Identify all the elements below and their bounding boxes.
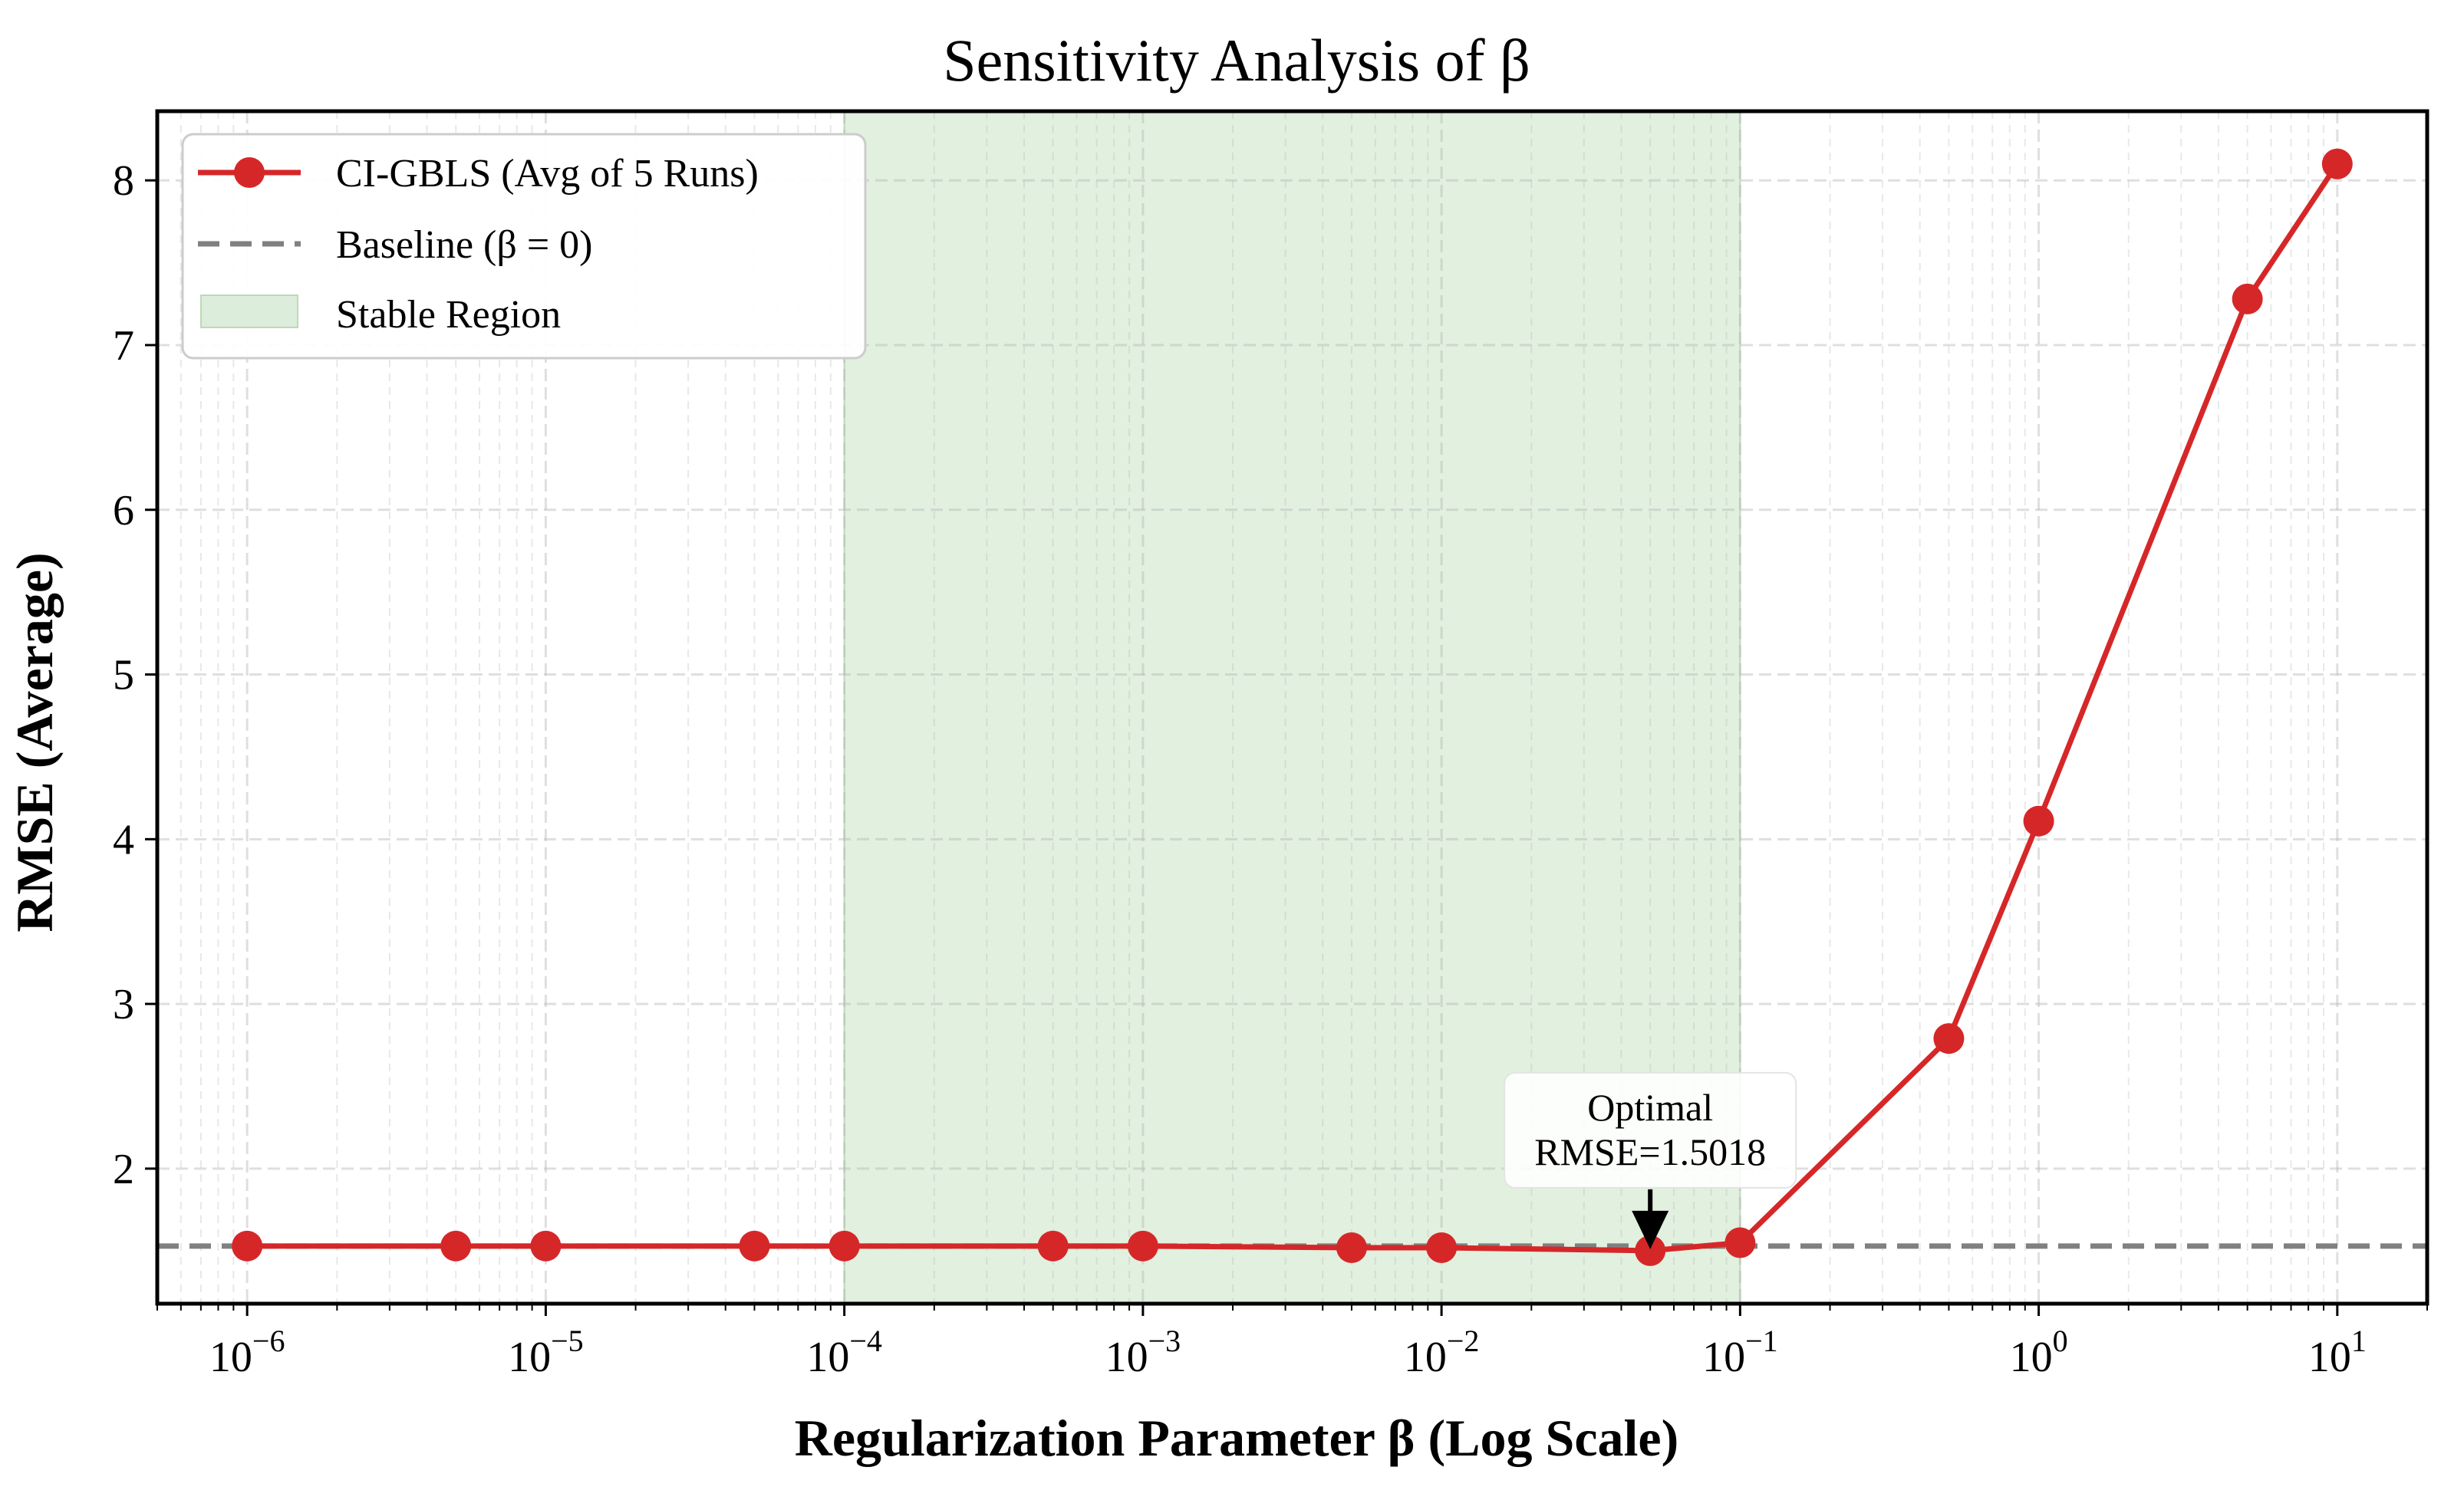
annotation-label-line2: RMSE=1.5018 (1534, 1130, 1766, 1173)
data-point (2321, 148, 2353, 179)
legend-baseline-label: Baseline (β = 0) (336, 223, 592, 267)
data-point (828, 1230, 860, 1262)
legend-series-label: CI-GBLS (Avg of 5 Runs) (336, 152, 759, 196)
legend-series-marker-icon (234, 157, 265, 188)
annotation-label-line1: Optimal (1587, 1086, 1713, 1129)
data-point (440, 1230, 472, 1262)
y-tick-label: 4 (113, 816, 134, 863)
x-tick-label: 100 (2010, 1324, 2068, 1381)
data-point (232, 1230, 263, 1262)
y-tick-label: 2 (113, 1146, 134, 1193)
y-tick-label: 6 (113, 487, 134, 535)
y-tick-label: 7 (113, 322, 134, 370)
axes-frame (155, 109, 2429, 1306)
data-point (2232, 283, 2263, 314)
x-tick-label: 10−1 (1702, 1324, 1778, 1381)
x-tick-label: 10−5 (508, 1324, 584, 1381)
data-point (1933, 1023, 1965, 1054)
data-point (1635, 1235, 1666, 1266)
y-tick-label: 5 (113, 652, 134, 699)
x-axis-label: Regularization Parameter β (Log Scale) (795, 1409, 1678, 1467)
data-point (1336, 1232, 1367, 1263)
y-axis-label: RMSE (Average) (5, 552, 64, 932)
annotation-arrow-icon (1632, 1210, 1669, 1249)
annotation-box (1504, 1071, 1797, 1189)
data-point (739, 1230, 770, 1262)
data-point (1724, 1227, 1756, 1258)
data-point (2023, 805, 2054, 837)
data-point (1127, 1230, 1158, 1262)
y-tick-label: 3 (113, 981, 134, 1028)
x-tick-label: 10−6 (209, 1324, 285, 1381)
y-tick-label: 8 (113, 157, 134, 205)
x-tick-label: 101 (2308, 1324, 2367, 1381)
x-tick-label: 10−3 (1105, 1324, 1181, 1381)
legend-box (181, 133, 867, 360)
data-point (1037, 1230, 1069, 1262)
x-tick-label: 10−2 (1404, 1324, 1480, 1381)
data-point (530, 1230, 562, 1262)
legend-stable-region-label: Stable Region (336, 293, 561, 337)
legend-stable-region-icon (200, 294, 298, 328)
data-point (1426, 1232, 1458, 1263)
chart-title: Sensitivity Analysis of β (943, 27, 1530, 94)
x-tick-label: 10−4 (806, 1324, 882, 1381)
